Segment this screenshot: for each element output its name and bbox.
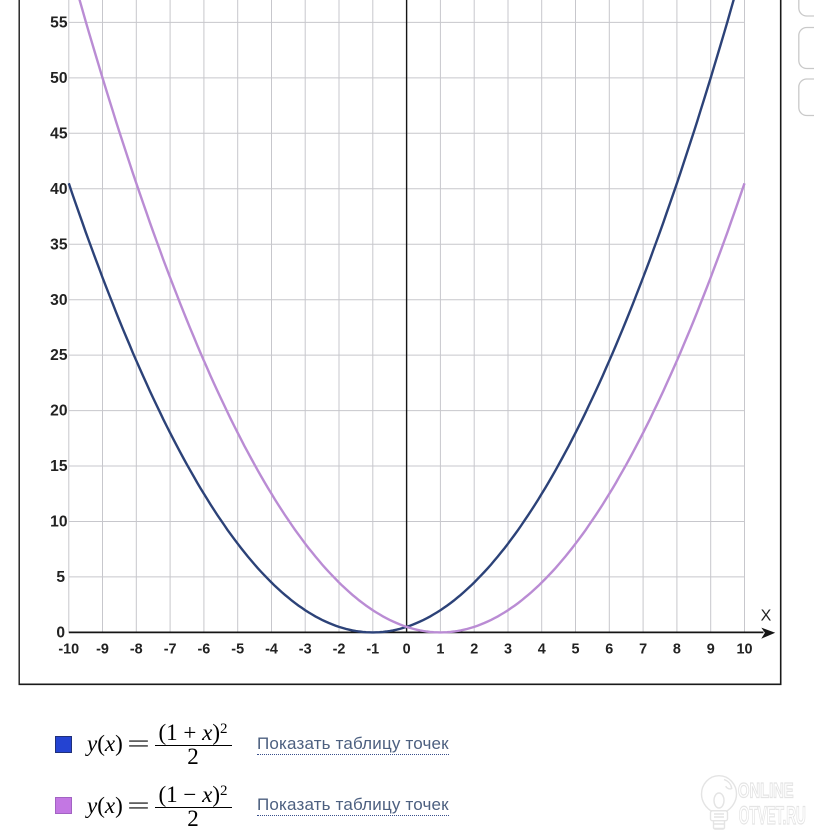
svg-text:-2: -2: [333, 641, 346, 657]
svg-text:2: 2: [470, 641, 478, 657]
svg-text:-3: -3: [299, 641, 312, 657]
svg-text:1: 1: [436, 641, 444, 657]
svg-text:9: 9: [707, 641, 715, 657]
svg-text:6: 6: [605, 641, 613, 657]
svg-text:50: 50: [50, 70, 68, 87]
svg-text:ONLINE: ONLINE: [738, 780, 794, 803]
svg-text:0: 0: [56, 625, 65, 642]
svg-text:35: 35: [50, 236, 68, 253]
svg-text:30: 30: [50, 292, 68, 309]
svg-text:45: 45: [50, 125, 68, 142]
svg-text:20: 20: [50, 403, 68, 420]
svg-text:15: 15: [50, 458, 68, 475]
svg-text:40: 40: [50, 181, 68, 198]
svg-text:-4: -4: [265, 641, 278, 657]
svg-text:8: 8: [673, 641, 681, 657]
svg-text:7: 7: [639, 641, 647, 657]
svg-text:55: 55: [50, 15, 68, 32]
svg-text:-10: -10: [58, 641, 79, 657]
svg-text:0: 0: [403, 641, 411, 657]
svg-text:10: 10: [736, 641, 752, 657]
svg-text:25: 25: [50, 347, 68, 364]
svg-text:5: 5: [56, 569, 65, 586]
svg-text:-6: -6: [198, 641, 211, 657]
svg-text:-8: -8: [130, 641, 143, 657]
svg-text:-1: -1: [366, 641, 379, 657]
svg-text:-5: -5: [231, 641, 244, 657]
svg-text:10: 10: [50, 514, 68, 531]
svg-text:3: 3: [504, 641, 512, 657]
svg-text:4: 4: [538, 641, 546, 657]
svg-text:-7: -7: [164, 641, 177, 657]
svg-text:OTVET.RU: OTVET.RU: [739, 802, 806, 830]
svg-text:5: 5: [571, 641, 579, 657]
svg-text:-9: -9: [96, 641, 109, 657]
svg-text:X: X: [761, 608, 772, 625]
